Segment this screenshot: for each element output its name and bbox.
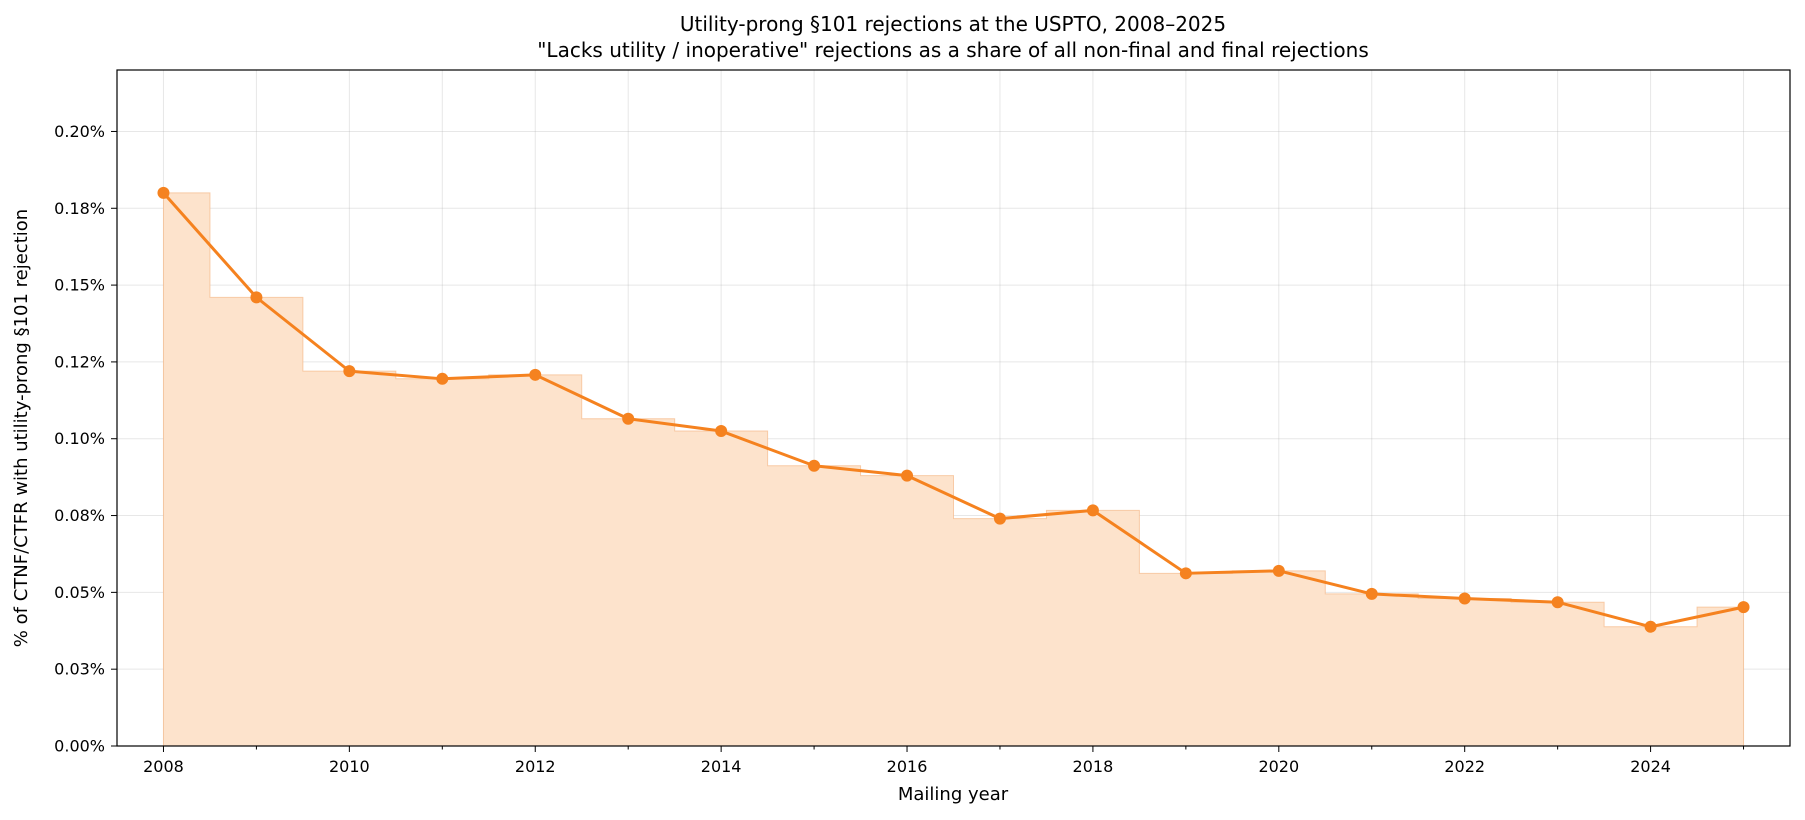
y-tick-label: 0.05%	[54, 583, 105, 602]
data-point	[1645, 621, 1657, 633]
y-tick-label: 0.03%	[54, 660, 105, 679]
x-tick-label: 2024	[1630, 757, 1671, 776]
data-point	[529, 369, 541, 381]
x-axis-label: Mailing year	[898, 784, 1009, 805]
y-tick-label: 0.08%	[54, 506, 105, 525]
x-tick-label: 2008	[143, 757, 184, 776]
data-point	[901, 470, 913, 482]
x-tick-label: 2020	[1258, 757, 1299, 776]
x-tick-label: 2012	[515, 757, 556, 776]
y-tick-label: 0.15%	[54, 276, 105, 295]
x-axis: 2008 2010 2012 2014 2016 2018 2020 2022 2024	[143, 746, 1743, 776]
data-point	[1366, 588, 1378, 600]
data-point	[1087, 504, 1099, 516]
data-point	[1273, 565, 1285, 577]
chart-subtitle: "Lacks utility / inoperative" rejections…	[537, 38, 1369, 62]
data-point	[994, 513, 1006, 525]
data-point	[436, 373, 448, 385]
y-axis-label: % of CTNF/CTFR with utility-prong §101 r…	[11, 209, 32, 647]
data-point	[622, 413, 634, 425]
y-tick-label: 0.10%	[54, 429, 105, 448]
data-point	[1738, 601, 1750, 613]
y-tick-label: 0.00%	[54, 737, 105, 756]
data-point	[808, 460, 820, 472]
x-tick-label: 2022	[1444, 757, 1485, 776]
y-tick-label: 0.20%	[54, 122, 105, 141]
x-tick-label: 2018	[1073, 757, 1114, 776]
step-fill-area	[163, 193, 1743, 746]
x-tick-label: 2014	[701, 757, 742, 776]
x-tick-label: 2010	[329, 757, 370, 776]
data-point	[1459, 593, 1471, 605]
chart-title: Utility-prong §101 rejections at the USP…	[680, 12, 1226, 36]
data-point	[250, 291, 262, 303]
data-point	[715, 425, 727, 437]
data-point	[1552, 596, 1564, 608]
y-axis: 0.00% 0.03% 0.05% 0.08% 0.10% 0.12% 0.15% 0.18%…	[54, 122, 117, 756]
data-point	[157, 187, 169, 199]
data-point	[1180, 567, 1192, 579]
x-tick-label: 2016	[887, 757, 928, 776]
y-tick-label: 0.18%	[54, 199, 105, 218]
data-point	[343, 365, 355, 377]
step-fill-layer	[163, 193, 1743, 746]
y-tick-label: 0.12%	[54, 352, 105, 371]
